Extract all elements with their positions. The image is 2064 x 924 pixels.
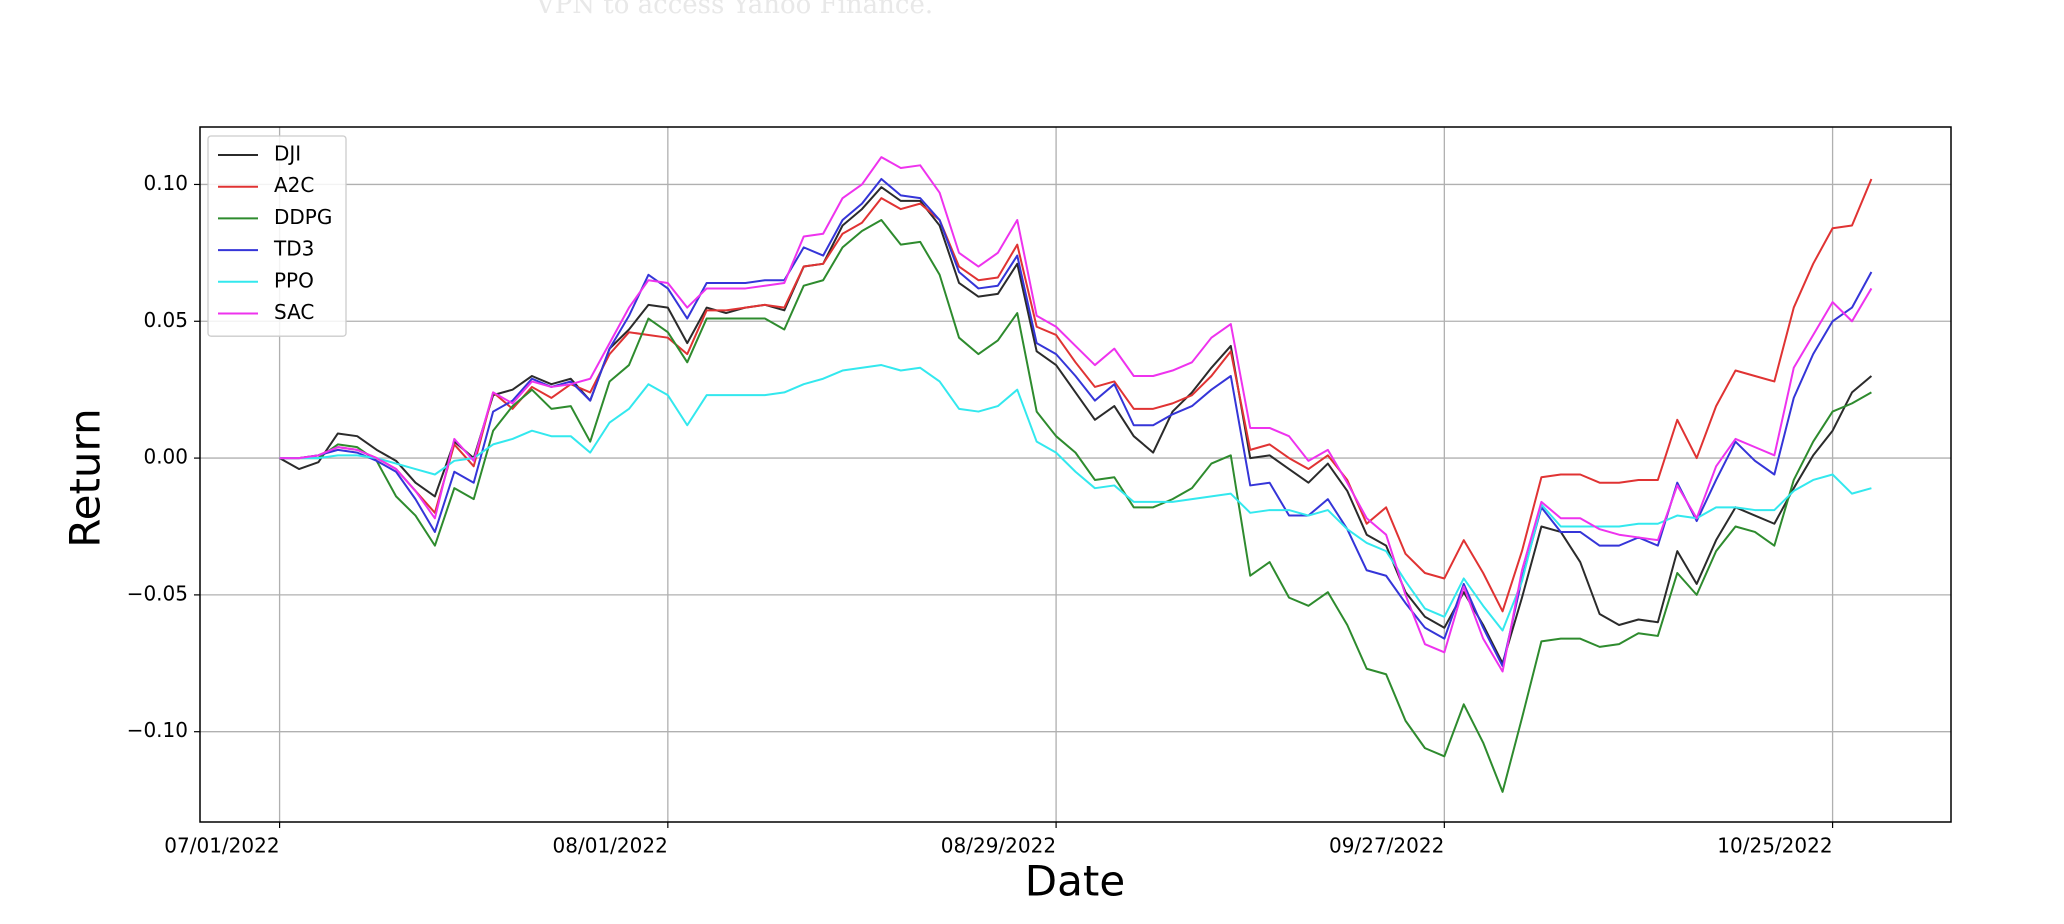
legend-label: DDPG [274,205,332,229]
x-tick-label: 08/29/2022 [941,834,1056,858]
x-tick-label: 07/01/2022 [164,834,279,858]
y-tick-label: 0.10 [143,171,188,195]
legend-label: A2C [274,173,314,197]
series-line [279,177,1873,668]
x-tick-label: 10/25/2022 [1717,834,1832,858]
x-tick-label: 09/27/2022 [1329,834,1444,858]
y-tick-label: 0.05 [143,308,188,332]
legend-label: DJI [274,142,301,166]
series-line [279,178,1873,613]
plot-frame [199,126,1952,823]
series-line [279,364,1872,632]
y-tick-label: 0.00 [143,445,188,469]
x-tick-label: 08/01/2022 [553,834,668,858]
y-tick-label: −0.10 [127,718,188,742]
legend: DJI A2C DDPG TD3 PPO SAC [207,135,347,337]
legend-label: SAC [274,300,314,324]
legend-label: PPO [274,268,314,292]
legend-label: TD3 [273,237,314,261]
series-line [279,156,1873,673]
y-axis-label: Return [61,408,110,547]
annotation: VPN to access Yahoo Finance. [535,0,933,20]
series-line [279,186,1873,665]
series-line [279,219,1872,793]
x-axis-label: Date [1025,857,1125,906]
y-tick-label: −0.05 [127,581,188,605]
